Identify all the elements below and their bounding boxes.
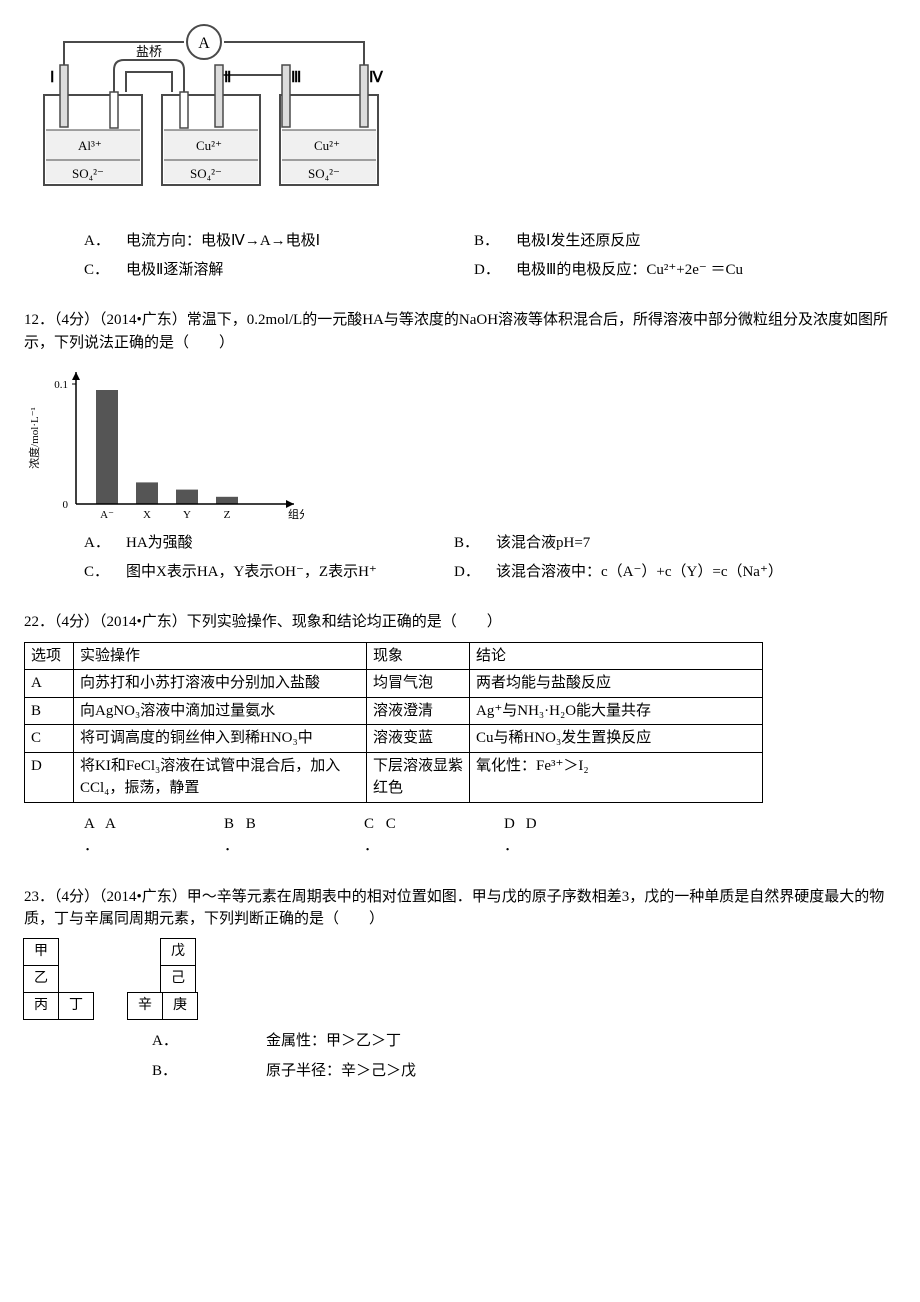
svg-text:0: 0 [63,499,69,511]
opt-text: HA为强酸 [126,532,446,555]
opt-text: 电极Ⅱ逐渐溶解 [126,259,466,282]
svg-text:Z: Z [224,509,231,521]
q-source: （2014•广东） [99,889,187,905]
q-number: 12． [24,312,54,328]
q22-stem: 22．（4分）（2014•广东）下列实验操作、现象和结论均正确的是（ ） [24,611,896,634]
opt-text: 原子半径：辛＞己＞戊 [266,1060,896,1083]
beaker-2: Cu²⁺ SO₄²⁻ [162,65,260,185]
q-source: （2014•广东） [99,614,187,630]
svg-text:Cu²⁺: Cu²⁺ [196,138,222,153]
svg-text:SO₄²⁻: SO₄²⁻ [308,166,340,181]
svg-text:Ⅱ: Ⅱ [224,70,231,86]
svg-text:0.1: 0.1 [54,379,68,391]
q23-periodic-fragment: 甲 戊乙 己丙丁 辛庚 [24,939,896,1020]
svg-text:Ⅳ: Ⅳ [369,70,384,86]
opt-label: D． [474,259,508,282]
opt-text: 电流方向：电极Ⅳ→A→电极Ⅰ [126,230,466,253]
svg-text:SO₄²⁻: SO₄²⁻ [190,166,222,181]
ptable-cell: 乙 [23,965,59,993]
ammeter-label: A [198,35,210,52]
question-12: 12．（4分）（2014•广东）常温下，0.2mol/L的一元酸HA与等浓度的N… [24,309,896,583]
ptable-cell: 甲 [23,938,59,966]
salt-bridge-label: 盐桥 [136,44,162,59]
q12-stem: 12．（4分）（2014•广东）常温下，0.2mol/L的一元酸HA与等浓度的N… [24,309,896,354]
q22-choices: A A． B B． C C． D D． [84,813,896,858]
opt-label: B． [152,1060,186,1083]
opt-label: B． [454,532,488,555]
q-points: （4分） [54,312,99,328]
q12-options: A． HA为强酸 B． 该混合液pH=7 C． 图中X表示HA，Y表示OH⁻，Z… [84,532,896,583]
opt-text: 该混合液pH=7 [496,532,896,555]
question-11: A 盐桥 Ⅰ Ⅱ Ⅲ Ⅳ Al³⁺ SO₄²⁻ [24,20,896,281]
ptable-cell: 丙 [23,992,59,1020]
svg-text:A⁻: A⁻ [100,509,114,521]
opt-label: A． [152,1030,186,1053]
choice: C C． [364,813,414,858]
opt-label: B． [474,230,508,253]
question-23: 23．（4分）（2014•广东）甲～辛等元素在周期表中的相对位置如图．甲与戊的原… [24,886,896,1083]
q11-options: A． 电流方向：电极Ⅳ→A→电极Ⅰ B． 电极Ⅰ发生还原反应 C． 电极Ⅱ逐渐溶… [84,230,896,281]
svg-text:Ⅰ: Ⅰ [50,70,54,86]
question-22: 22．（4分）（2014•广东）下列实验操作、现象和结论均正确的是（ ） 选项实… [24,611,896,858]
opt-text: 电极Ⅲ的电极反应：Cu²⁺+2e⁻ ＝Cu [516,259,896,282]
opt-label: C． [84,259,118,282]
opt-label: D． [454,561,488,584]
choice: B B． [224,813,274,858]
ptable-cell: 戊 [160,938,196,966]
opt-label: C． [84,561,118,584]
q-number: 23． [24,889,54,905]
svg-text:Cu²⁺: Cu²⁺ [314,138,340,153]
ptable-cell: 庚 [162,992,198,1020]
svg-text:X: X [143,509,151,521]
svg-text:Al³⁺: Al³⁺ [78,138,102,153]
opt-text: 图中X表示HA，Y表示OH⁻，Z表示H⁺ [126,561,446,584]
q-stem-text: 下列实验操作、现象和结论均正确的是（ ） [187,614,502,630]
q23-stem: 23．（4分）（2014•广东）甲～辛等元素在周期表中的相对位置如图．甲与戊的原… [24,886,896,931]
q-points: （4分） [54,889,99,905]
svg-text:浓度/mol·L⁻¹: 浓度/mol·L⁻¹ [27,407,41,469]
opt-label: A． [84,230,118,253]
svg-text:组分: 组分 [288,507,304,521]
svg-text:Y: Y [183,509,191,521]
ptable-cell: 辛 [127,992,163,1020]
q-source: （2014•广东） [99,312,187,328]
opt-text: 金属性：甲＞乙＞丁 [266,1030,896,1053]
choice: A A． [84,813,134,858]
q22-table: 选项实验操作现象结论A向苏打和小苏打溶液中分别加入盐酸均冒气泡两者均能与盐酸反应… [24,642,763,803]
q11-diagram: A 盐桥 Ⅰ Ⅱ Ⅲ Ⅳ Al³⁺ SO₄²⁻ [24,20,896,230]
choice: D D． [504,813,554,858]
svg-text:SO₄²⁻: SO₄²⁻ [72,166,104,181]
q12-chart: A⁻ X Y Z 0 0.1 浓度/mol·L⁻¹ 组分 [24,362,896,532]
opt-label: A． [84,532,118,555]
q-number: 22． [24,614,54,630]
opt-text: 该混合溶液中：c（A⁻）+c（Y）=c（Na⁺） [496,561,896,584]
ptable-cell: 丁 [58,992,94,1020]
opt-text: 电极Ⅰ发生还原反应 [516,230,896,253]
svg-text:Ⅲ: Ⅲ [291,70,301,86]
ptable-cell: 己 [160,965,196,993]
q23-options: A． 金属性：甲＞乙＞丁 B． 原子半径：辛＞己＞戊 [152,1030,896,1083]
q-points: （4分） [54,614,99,630]
